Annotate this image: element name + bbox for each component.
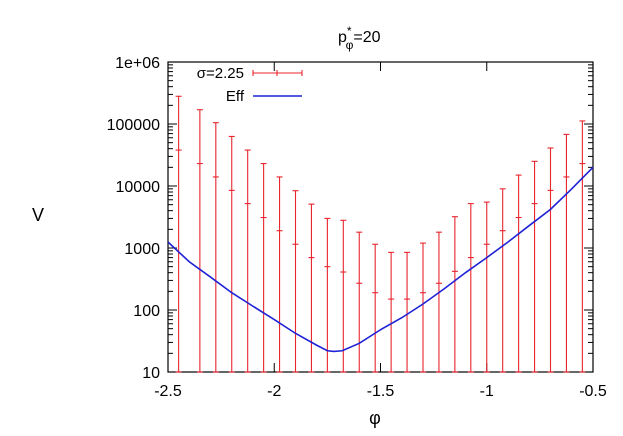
chart-title-super: *	[347, 24, 352, 38]
error-bar	[404, 251, 411, 373]
error-bar	[175, 95, 182, 373]
error-bar	[196, 109, 203, 373]
error-bar	[372, 243, 379, 373]
error-bar	[292, 190, 299, 373]
y-tick-label: 100	[133, 303, 160, 320]
error-bar	[276, 176, 283, 373]
x-tick-label: -0.5	[579, 383, 607, 400]
error-bar	[515, 174, 522, 373]
error-bar	[356, 231, 363, 373]
error-bar	[499, 188, 506, 373]
y-tick-label: 1000	[124, 241, 160, 258]
legend-label-sigma: σ=2.25	[197, 65, 244, 82]
x-axis-label: φ	[369, 408, 381, 428]
plot-area: 10 100 1000 10000 100000 1e+06 -2.5 -2 -1.5 -1 -0.…	[107, 55, 607, 400]
error-bar	[388, 251, 395, 373]
x-tick-label: -1	[480, 383, 494, 400]
error-bar	[340, 219, 347, 373]
error-bar	[228, 135, 235, 373]
error-bar	[420, 242, 426, 373]
y-tick-label: 100000	[107, 117, 160, 134]
y-axis-label: V	[32, 205, 44, 225]
error-bar	[547, 147, 554, 373]
error-bar	[483, 201, 490, 373]
error-bar	[324, 217, 331, 373]
error-bar	[435, 231, 442, 373]
chart-title: p* φ=20	[338, 24, 381, 52]
legend: σ=2.25 Eff	[197, 65, 303, 105]
error-bar	[531, 160, 538, 373]
error-bar	[212, 122, 219, 373]
error-bar	[563, 133, 570, 373]
legend-sample-sigma	[252, 70, 303, 76]
x-tick-label: -1.5	[367, 383, 395, 400]
x-tick-label: -2	[267, 383, 281, 400]
y-tick-label: 1e+06	[115, 55, 160, 72]
error-bar	[260, 163, 267, 373]
y-tick-label: 10000	[116, 179, 161, 196]
y-tick-label: 10	[142, 365, 160, 382]
error-bar	[244, 149, 251, 373]
x-tick-label: -2.5	[154, 383, 182, 400]
error-bar	[451, 216, 458, 373]
error-bar	[308, 203, 315, 373]
legend-label-eff: Eff	[226, 88, 245, 105]
chart-title-sub: φ	[346, 38, 354, 52]
error-bar	[467, 203, 474, 373]
eff-line	[167, 166, 594, 353]
error-bar	[579, 120, 586, 373]
